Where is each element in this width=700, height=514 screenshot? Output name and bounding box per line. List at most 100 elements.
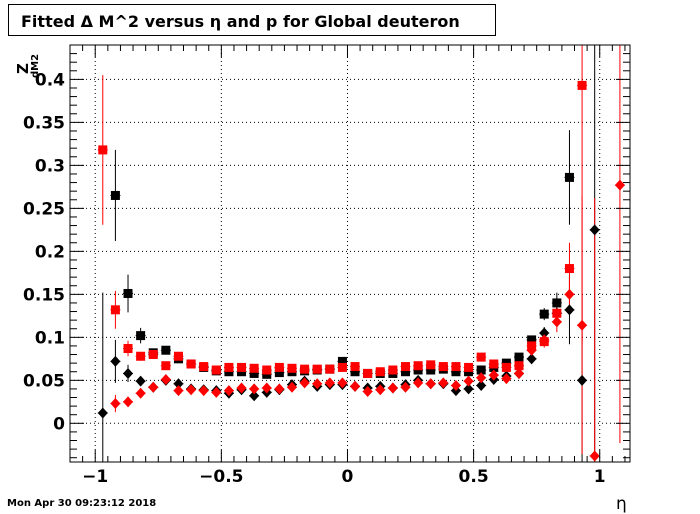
data-point-diamond [589,450,600,462]
data-point-diamond [488,369,499,381]
data-point-diamond [110,355,121,367]
data-point-square [262,365,272,375]
data-point-square [552,298,562,308]
data-point-diamond [362,385,373,397]
y-axis-label: Z dM2 [4,48,48,92]
data-point-square [274,362,284,372]
data-point-square [426,360,436,370]
data-point-square [514,352,524,362]
data-point-diamond [526,344,537,356]
data-point-square [527,335,537,345]
plot-frame [69,44,631,463]
data-point-diamond [539,327,550,339]
data-point-square [413,361,423,371]
data-point-square [161,345,171,355]
data-point-square [249,368,259,378]
data-point-diamond [312,378,323,390]
data-point-diamond [286,381,297,393]
data-point-square [539,309,549,319]
data-point-square [426,365,436,375]
data-point-diamond [97,407,108,419]
data-point-diamond [589,224,600,236]
data-point-diamond [476,372,487,384]
y-tick-label: 0.25 [23,199,65,219]
data-point-diamond [274,383,285,395]
data-point-diamond [135,387,146,399]
data-point-diamond [438,377,449,389]
data-point-diamond [614,179,625,191]
data-point-square [552,308,562,318]
y-axis-label-sub: dM2 [30,53,41,78]
data-point-diamond [337,377,348,389]
data-point-square [476,352,486,362]
data-point-diamond [501,373,512,385]
data-point-square [300,364,310,374]
data-point-diamond [476,379,487,391]
data-point-diamond [526,353,537,365]
data-point-diamond [564,304,575,316]
data-point-square [161,361,171,371]
data-point-square [400,367,410,377]
y-tick-label: 0.3 [35,156,65,176]
error-bars [97,45,625,462]
data-point-diamond [400,381,411,393]
data-point-diamond [249,383,260,395]
data-point-diamond [450,379,461,391]
data-point-square [173,351,183,361]
data-point-diamond [173,378,184,390]
data-point-square [123,288,133,298]
data-point-square [501,362,511,372]
data-point-square [451,367,461,377]
data-point-diamond [577,319,588,331]
data-point-diamond [173,385,184,397]
data-markers [97,80,625,462]
data-point-diamond [463,375,474,387]
x-tick-label: 0 [342,467,354,487]
data-point-square [98,145,108,155]
data-point-square [514,361,524,371]
data-point-diamond [148,381,159,393]
axes-frame [69,44,631,463]
y-tick-label: 0.1 [35,328,65,348]
data-point-square [123,344,133,354]
data-point-square [564,264,574,274]
data-point-diamond [539,334,550,346]
data-point-square [211,365,221,375]
data-point-diamond [261,382,272,394]
data-point-square [350,362,360,372]
x-tick-label: −0.5 [199,467,243,487]
data-point-diamond [375,384,386,396]
data-point-square [199,362,209,372]
y-tick-label: 0.05 [23,371,65,391]
data-point-square [337,356,347,366]
data-point-square [337,362,347,372]
data-point-diamond [198,385,209,397]
data-point-diamond [387,382,398,394]
data-point-diamond [223,385,234,397]
data-point-diamond [236,382,247,394]
data-point-square [400,362,410,372]
x-tick-label: −1 [82,467,108,487]
timestamp-footer: Mon Apr 30 09:23:12 2018 [7,498,157,509]
data-point-diamond [135,375,146,387]
data-point-square [363,368,373,378]
data-point-square [148,350,158,360]
data-point-square [451,362,461,372]
data-point-diamond [350,380,361,392]
data-point-diamond [211,386,222,398]
chart-title-box: Fitted Δ M^2 versus η and p for Global d… [8,4,496,36]
data-point-square [564,172,574,182]
data-point-square [136,351,146,361]
data-point-square [325,364,335,374]
data-point-diamond [514,367,525,379]
data-point-square [375,367,385,377]
data-point-diamond [564,288,575,300]
chart-title: Fitted Δ M^2 versus η and p for Global d… [21,12,460,31]
data-point-square [489,359,499,369]
data-point-square [438,362,448,372]
data-point-diamond [110,398,121,410]
data-point-diamond [249,390,260,402]
data-point-square [249,363,259,373]
tick-labels: −1 −0.5 0 0.5 1 0 0.05 0.1 0.15 0.2 0.25 0.3 0.35 0.4 [23,70,606,487]
x-tick-label: 0.5 [459,467,489,487]
